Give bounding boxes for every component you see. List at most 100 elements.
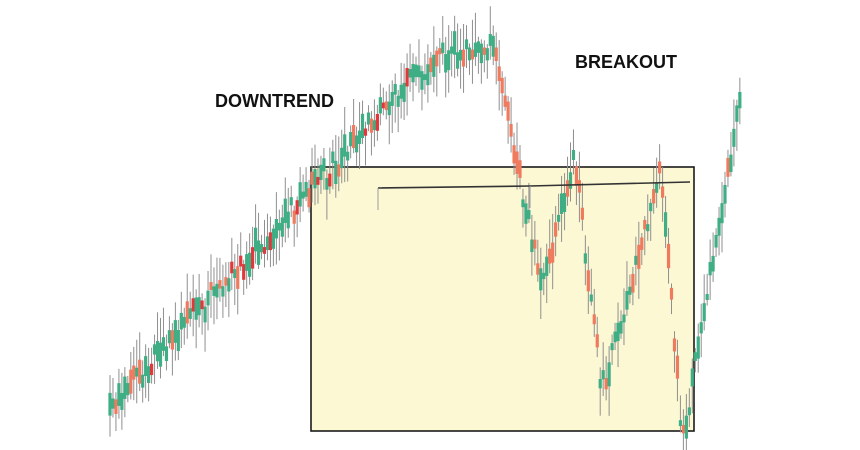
candle <box>414 56 418 87</box>
candle-body <box>135 367 139 377</box>
candle <box>360 100 365 145</box>
candle-body <box>571 150 576 160</box>
candle <box>147 347 151 402</box>
candle-body <box>711 255 715 272</box>
candle <box>387 84 391 145</box>
candle-body <box>185 301 189 324</box>
candle <box>660 166 665 222</box>
candle <box>331 139 335 190</box>
candle-body <box>283 198 287 224</box>
candle <box>337 136 341 192</box>
candle <box>470 19 475 84</box>
candle <box>251 226 255 281</box>
candle <box>399 62 403 119</box>
candle-body <box>714 234 718 248</box>
candle <box>607 346 611 416</box>
consolidation-box <box>310 166 695 432</box>
candle-body <box>378 97 382 114</box>
candle-body <box>568 172 573 189</box>
candle-body <box>221 286 225 297</box>
candle-body <box>375 113 379 131</box>
candle <box>161 307 166 357</box>
candle-body <box>592 314 596 325</box>
candle <box>158 317 163 379</box>
candle-body <box>152 344 157 355</box>
candle <box>568 142 573 202</box>
candle-body <box>354 135 359 153</box>
candle <box>512 132 516 175</box>
candle <box>349 125 353 159</box>
candle-body <box>381 102 385 109</box>
candle-body <box>559 193 564 214</box>
candle-body <box>206 290 210 306</box>
candle-body <box>280 217 284 237</box>
candle-body <box>565 180 570 197</box>
candle-body <box>470 49 475 60</box>
candle <box>375 104 379 141</box>
candle <box>562 173 567 231</box>
candle-body <box>212 286 216 296</box>
candle-body <box>625 291 629 310</box>
candle-body <box>289 197 293 206</box>
candle-body <box>414 64 418 78</box>
candle <box>369 111 374 156</box>
candle-body <box>631 273 635 293</box>
candle <box>141 360 145 403</box>
candle-body <box>530 239 534 253</box>
candle <box>464 25 469 69</box>
candle <box>144 344 148 398</box>
candle-body <box>132 365 136 380</box>
candle <box>559 175 564 242</box>
candle-body <box>583 253 587 264</box>
candle-body <box>298 182 302 207</box>
candle-body <box>352 125 356 149</box>
candle <box>176 319 180 361</box>
candle <box>405 53 409 116</box>
candle <box>738 77 742 125</box>
candle-body <box>158 342 163 367</box>
candle-body <box>304 181 308 197</box>
candle <box>363 121 368 166</box>
candle-body <box>723 184 727 204</box>
candle <box>503 76 507 111</box>
candle <box>622 288 626 346</box>
candle <box>438 38 442 74</box>
candle <box>170 323 174 376</box>
candle <box>565 156 570 206</box>
candle <box>423 53 427 95</box>
candle-body <box>669 287 674 300</box>
candle-body <box>313 169 317 189</box>
candle <box>435 46 439 97</box>
candle-body <box>218 280 222 289</box>
candle <box>343 106 347 183</box>
candle-body <box>684 415 688 439</box>
candle <box>637 221 641 299</box>
candle <box>717 206 721 256</box>
candle-body <box>408 69 412 78</box>
candle-body <box>230 261 234 274</box>
candle <box>138 332 142 392</box>
candle <box>322 148 326 190</box>
candle-body <box>738 91 742 109</box>
candle <box>366 105 371 132</box>
candle-body <box>732 128 736 147</box>
candle-body <box>176 330 180 352</box>
candle <box>447 25 451 93</box>
candle <box>444 36 448 98</box>
candle <box>123 367 127 418</box>
candle-body <box>479 43 483 64</box>
candle <box>518 145 522 190</box>
candle-body <box>173 320 177 343</box>
candle <box>589 268 593 306</box>
candle <box>494 32 498 85</box>
candle <box>295 196 299 238</box>
candle <box>536 239 540 282</box>
candle-body <box>129 369 133 394</box>
candle-body <box>108 392 112 416</box>
candle <box>628 274 632 304</box>
candle-body <box>640 237 644 250</box>
candle-body <box>643 219 647 230</box>
candle <box>301 174 305 212</box>
candle-body <box>141 374 145 388</box>
